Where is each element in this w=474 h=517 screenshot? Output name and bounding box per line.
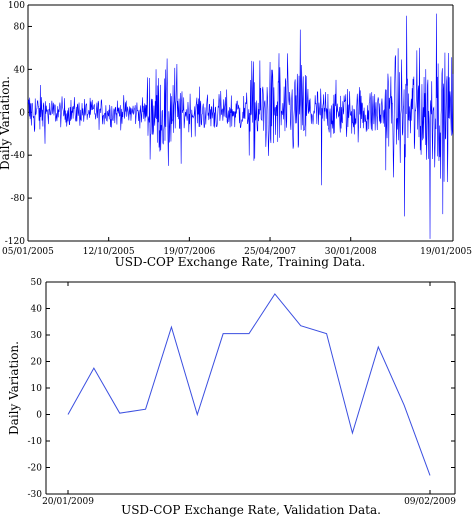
bottom-y-tick-label: 40 [31, 305, 43, 315]
validation-series-line [67, 293, 431, 476]
top-y-tick-label: -120 [5, 237, 25, 247]
top-x-tick-label: 12/10/2005 [83, 247, 135, 257]
bottom-y-label: Daily Variation. [7, 341, 21, 435]
top-x-tick-label: 05/01/2005 [2, 247, 54, 257]
top-y-ticks: -120 -80 -40 0 40 80 100 [5, 1, 32, 247]
bottom-y-tick-label: 10 [31, 384, 43, 394]
bottom-y-tick-label: -20 [28, 464, 43, 474]
bottom-y-tick-label: 20 [31, 358, 43, 368]
bottom-x-label: USD-COP Exchange Rate, Validation Data. [121, 503, 381, 517]
top-y-tick-label: 40 [14, 65, 26, 75]
validation-chart: -30 -20 -10 0 10 20 30 40 50 20/01/2009 09/02/200… [7, 278, 456, 517]
training-chart: -120 -80 -40 0 40 80 100 05/01/2005 12/10/2005 1… [0, 1, 472, 269]
bottom-y-tick-label: 50 [31, 278, 43, 288]
top-y-tick-label: 100 [8, 1, 25, 11]
bottom-y-ticks: -30 -20 -10 0 10 20 30 40 50 [28, 278, 455, 500]
top-x-tick-label: 19/01/2005 [420, 247, 472, 257]
top-y-tick-label: -40 [11, 151, 26, 161]
bottom-x-ticks: 20/01/2009 09/02/2009 [42, 282, 456, 507]
top-y-tick-label: 80 [14, 22, 26, 32]
top-x-ticks: 05/01/2005 12/10/2005 19/07/2006 25/04/2007… [2, 237, 472, 257]
bottom-y-tick-label: -30 [28, 490, 43, 500]
bottom-x-tick-label: 20/01/2009 [42, 497, 94, 507]
bottom-y-tick-label: 0 [36, 411, 42, 421]
bottom-y-tick-label: -10 [28, 437, 43, 447]
top-y-tick-label: 0 [19, 108, 25, 118]
top-y-tick-label: -80 [11, 194, 26, 204]
top-x-label: USD-COP Exchange Rate, Training Data. [115, 255, 366, 269]
bottom-y-tick-label: 30 [31, 331, 43, 341]
bottom-x-tick-label: 09/02/2009 [404, 497, 456, 507]
training-series-line [27, 13, 454, 239]
top-x-tick-label: 25/04/2007 [244, 247, 296, 257]
top-y-label: Daily Variation. [0, 76, 12, 170]
top-x-tick-label: 30/01/2008 [325, 247, 377, 257]
top-x-tick-label: 19/07/2006 [163, 247, 215, 257]
